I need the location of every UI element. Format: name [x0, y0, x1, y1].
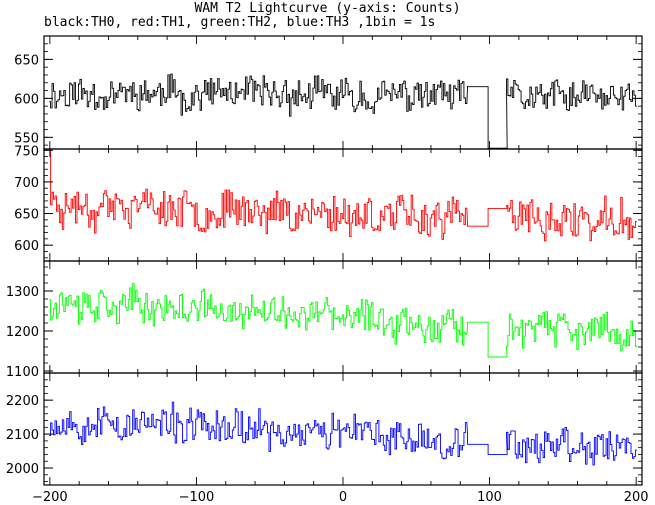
x-tick-label: 0: [339, 490, 347, 505]
x-tick-label: 200: [624, 490, 649, 505]
panel-th2: 1100 1200 1300: [6, 260, 643, 380]
chart-title: WAM T2 Lightcurve (y-axis: Counts): [194, 1, 461, 16]
y-tick-label: 550: [14, 131, 39, 146]
panel-th0: 550 600 650: [14, 35, 643, 150]
x-tick-label: −100: [179, 490, 215, 505]
y-tick-label: 2200: [6, 394, 39, 409]
chart-subtitle: black:TH0, red:TH1, green:TH2, blue:TH3 …: [44, 15, 436, 30]
y-tick-label: 1100: [6, 365, 39, 380]
y-tick-label: 2100: [6, 428, 39, 443]
y-tick-label: 600: [14, 239, 39, 254]
y-tick-label: 700: [14, 176, 39, 191]
y-tick-label: 1300: [6, 285, 39, 300]
y-tick-label: 2000: [6, 462, 39, 477]
series-line-th1: [49, 149, 637, 242]
panel-frame: [43, 260, 643, 374]
y-tick-label: 1200: [6, 325, 39, 340]
y-tick-label: 650: [14, 208, 39, 223]
series-line-th2: [49, 282, 637, 358]
series-line-th3: [49, 401, 637, 466]
y-tick-label: 600: [14, 92, 39, 107]
y-tick-label: 750: [14, 144, 39, 159]
y-tick-label: 650: [14, 53, 39, 68]
x-tick-label: −200: [32, 490, 68, 505]
panel-th3: 2000 2100 2200: [6, 372, 643, 486]
x-tick-label: 100: [477, 490, 502, 505]
series-line-th0: [49, 73, 637, 149]
panel-th1: 600 650 700 750: [14, 144, 643, 262]
